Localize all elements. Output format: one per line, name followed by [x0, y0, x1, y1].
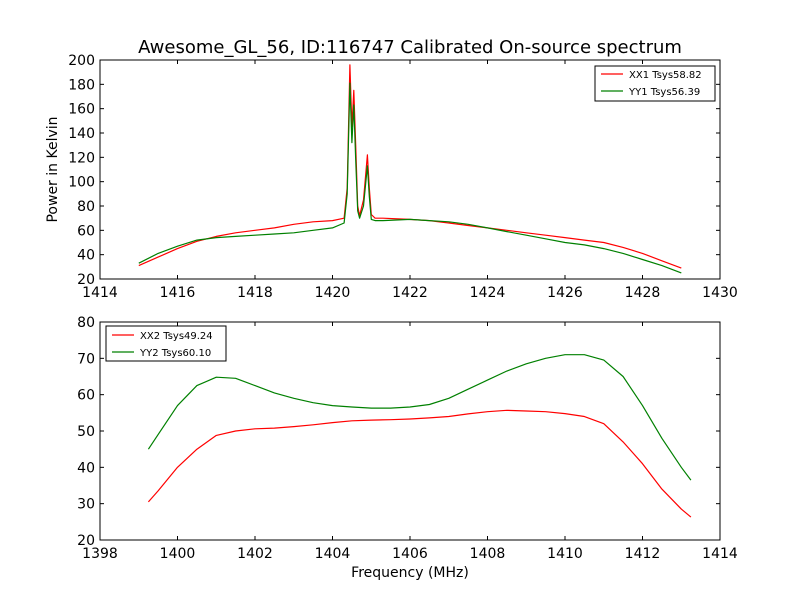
- top-x-tick-label: 1416: [160, 285, 196, 301]
- top-y-tick-label: 80: [77, 199, 95, 215]
- bottom-legend-label-yy2: YY2 Tsys60.10: [139, 348, 211, 359]
- bottom-x-axis-label: Frequency (MHz): [351, 565, 469, 581]
- bottom-y-tick-label: 50: [77, 424, 95, 440]
- top-y-tick-label: 100: [68, 175, 95, 191]
- bottom-y-tick-label: 70: [77, 351, 95, 367]
- top-y-tick-label: 200: [68, 53, 95, 69]
- bottom-legend-box: [105, 325, 227, 362]
- bottom-x-tick-label: 1410: [547, 546, 583, 562]
- top-x-tick-label: 1420: [315, 285, 351, 301]
- top-x-tick-label: 1430: [702, 285, 738, 301]
- top-panel: Awesome_GL_56, ID:116747 Calibrated On-s…: [45, 37, 738, 301]
- top-y-tick-label: 60: [77, 223, 95, 239]
- top-legend: XX1 Tsys58.82 YY1 Tsys56.39: [594, 65, 716, 102]
- top-series-line-0: [138, 64, 682, 269]
- top-legend-label-xx1: XX1 Tsys58.82: [629, 70, 702, 81]
- top-legend-label-yy1: YY1 Tsys56.39: [628, 87, 700, 98]
- bottom-x-tick-label: 1400: [160, 546, 196, 562]
- bottom-x-tick-label: 1408: [470, 546, 506, 562]
- bottom-y-tick-label: 60: [77, 388, 95, 404]
- bottom-series-group: [147, 354, 692, 518]
- bottom-panel: 1398 1400 1402 1404 1406 1408 1410 1412 1414 20 30…: [77, 315, 738, 581]
- bottom-legend: XX2 Tsys49.24 YY2 Tsys60.10: [105, 325, 227, 362]
- top-series-line-1: [138, 82, 682, 274]
- bottom-series-line-1: [147, 354, 692, 481]
- top-y-tick-label: 40: [77, 248, 95, 264]
- top-chart-title: Awesome_GL_56, ID:116747 Calibrated On-s…: [138, 37, 682, 58]
- top-ticks-group: 1414 1416 1418 1420 1422 1424 1426 1428 1430 20 40…: [68, 53, 738, 301]
- bottom-x-tick-label: 1406: [392, 546, 428, 562]
- bottom-y-tick-label: 30: [77, 497, 95, 513]
- top-y-tick-label: 120: [68, 150, 95, 166]
- top-y-axis-label: Power in Kelvin: [45, 116, 61, 222]
- top-x-tick-label: 1418: [237, 285, 273, 301]
- bottom-ticks-group: 1398 1400 1402 1404 1406 1408 1410 1412 1414 20 30…: [77, 315, 738, 562]
- bottom-series-line-0: [147, 409, 692, 518]
- top-series-group: [138, 64, 682, 274]
- top-y-tick-label: 140: [68, 126, 95, 142]
- bottom-legend-label-xx2: XX2 Tsys49.24: [140, 331, 213, 342]
- top-x-tick-label: 1422: [392, 285, 428, 301]
- bottom-x-tick-label: 1398: [82, 546, 118, 562]
- top-x-tick-label: 1414: [82, 285, 118, 301]
- top-y-tick-label: 160: [68, 102, 95, 118]
- top-x-tick-label: 1428: [625, 285, 661, 301]
- bottom-x-tick-label: 1412: [625, 546, 661, 562]
- bottom-y-tick-label: 20: [77, 533, 95, 549]
- bottom-x-tick-label: 1402: [237, 546, 273, 562]
- bottom-x-tick-label: 1404: [315, 546, 351, 562]
- bottom-x-tick-label: 1414: [702, 546, 738, 562]
- top-x-tick-label: 1426: [547, 285, 583, 301]
- top-y-tick-label: 180: [68, 77, 95, 93]
- top-x-tick-label: 1424: [470, 285, 506, 301]
- bottom-y-tick-label: 40: [77, 460, 95, 476]
- top-legend-box: [594, 65, 716, 102]
- bottom-y-tick-label: 80: [77, 315, 95, 331]
- top-y-tick-label: 20: [77, 272, 95, 288]
